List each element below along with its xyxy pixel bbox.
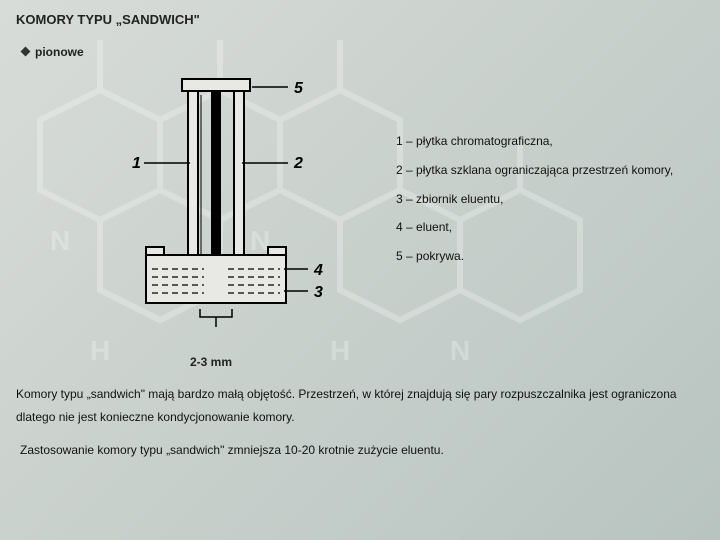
- subtitle-text: pionowe: [35, 45, 84, 59]
- diagram-row: 1 2 3 4 5 1 – płytka chromatograficzna, …: [76, 73, 704, 343]
- slide-title: KOMORY TYPU „SANDWICH": [16, 12, 704, 27]
- paragraph-1: Komory typu „sandwich" mają bardzo małą …: [16, 383, 704, 429]
- slide-subtitle: pionowe: [22, 45, 704, 59]
- legend: 1 – płytka chromatograficzna, 2 – płytka…: [396, 133, 673, 277]
- diagram: 1 2 3 4 5: [76, 73, 356, 343]
- svg-text:5: 5: [294, 80, 304, 97]
- legend-item-5: 5 – pokrywa.: [396, 248, 673, 265]
- bullet-icon: [21, 47, 31, 57]
- gap-label: 2-3 mm: [171, 355, 251, 369]
- legend-item-3: 3 – zbiornik eluentu,: [396, 191, 673, 208]
- svg-text:2: 2: [293, 155, 303, 172]
- svg-text:4: 4: [313, 262, 323, 279]
- svg-text:1: 1: [132, 155, 141, 172]
- slide-content: KOMORY TYPU „SANDWICH" pionowe: [0, 0, 720, 540]
- legend-item-1: 1 – płytka chromatograficzna,: [396, 133, 673, 150]
- paragraph-2: Zastosowanie komory typu „sandwich" zmni…: [20, 439, 704, 462]
- legend-item-4: 4 – eluent,: [396, 219, 673, 236]
- svg-text:3: 3: [314, 284, 323, 301]
- legend-item-2: 2 – płytka szklana ograniczająca przestr…: [396, 162, 673, 179]
